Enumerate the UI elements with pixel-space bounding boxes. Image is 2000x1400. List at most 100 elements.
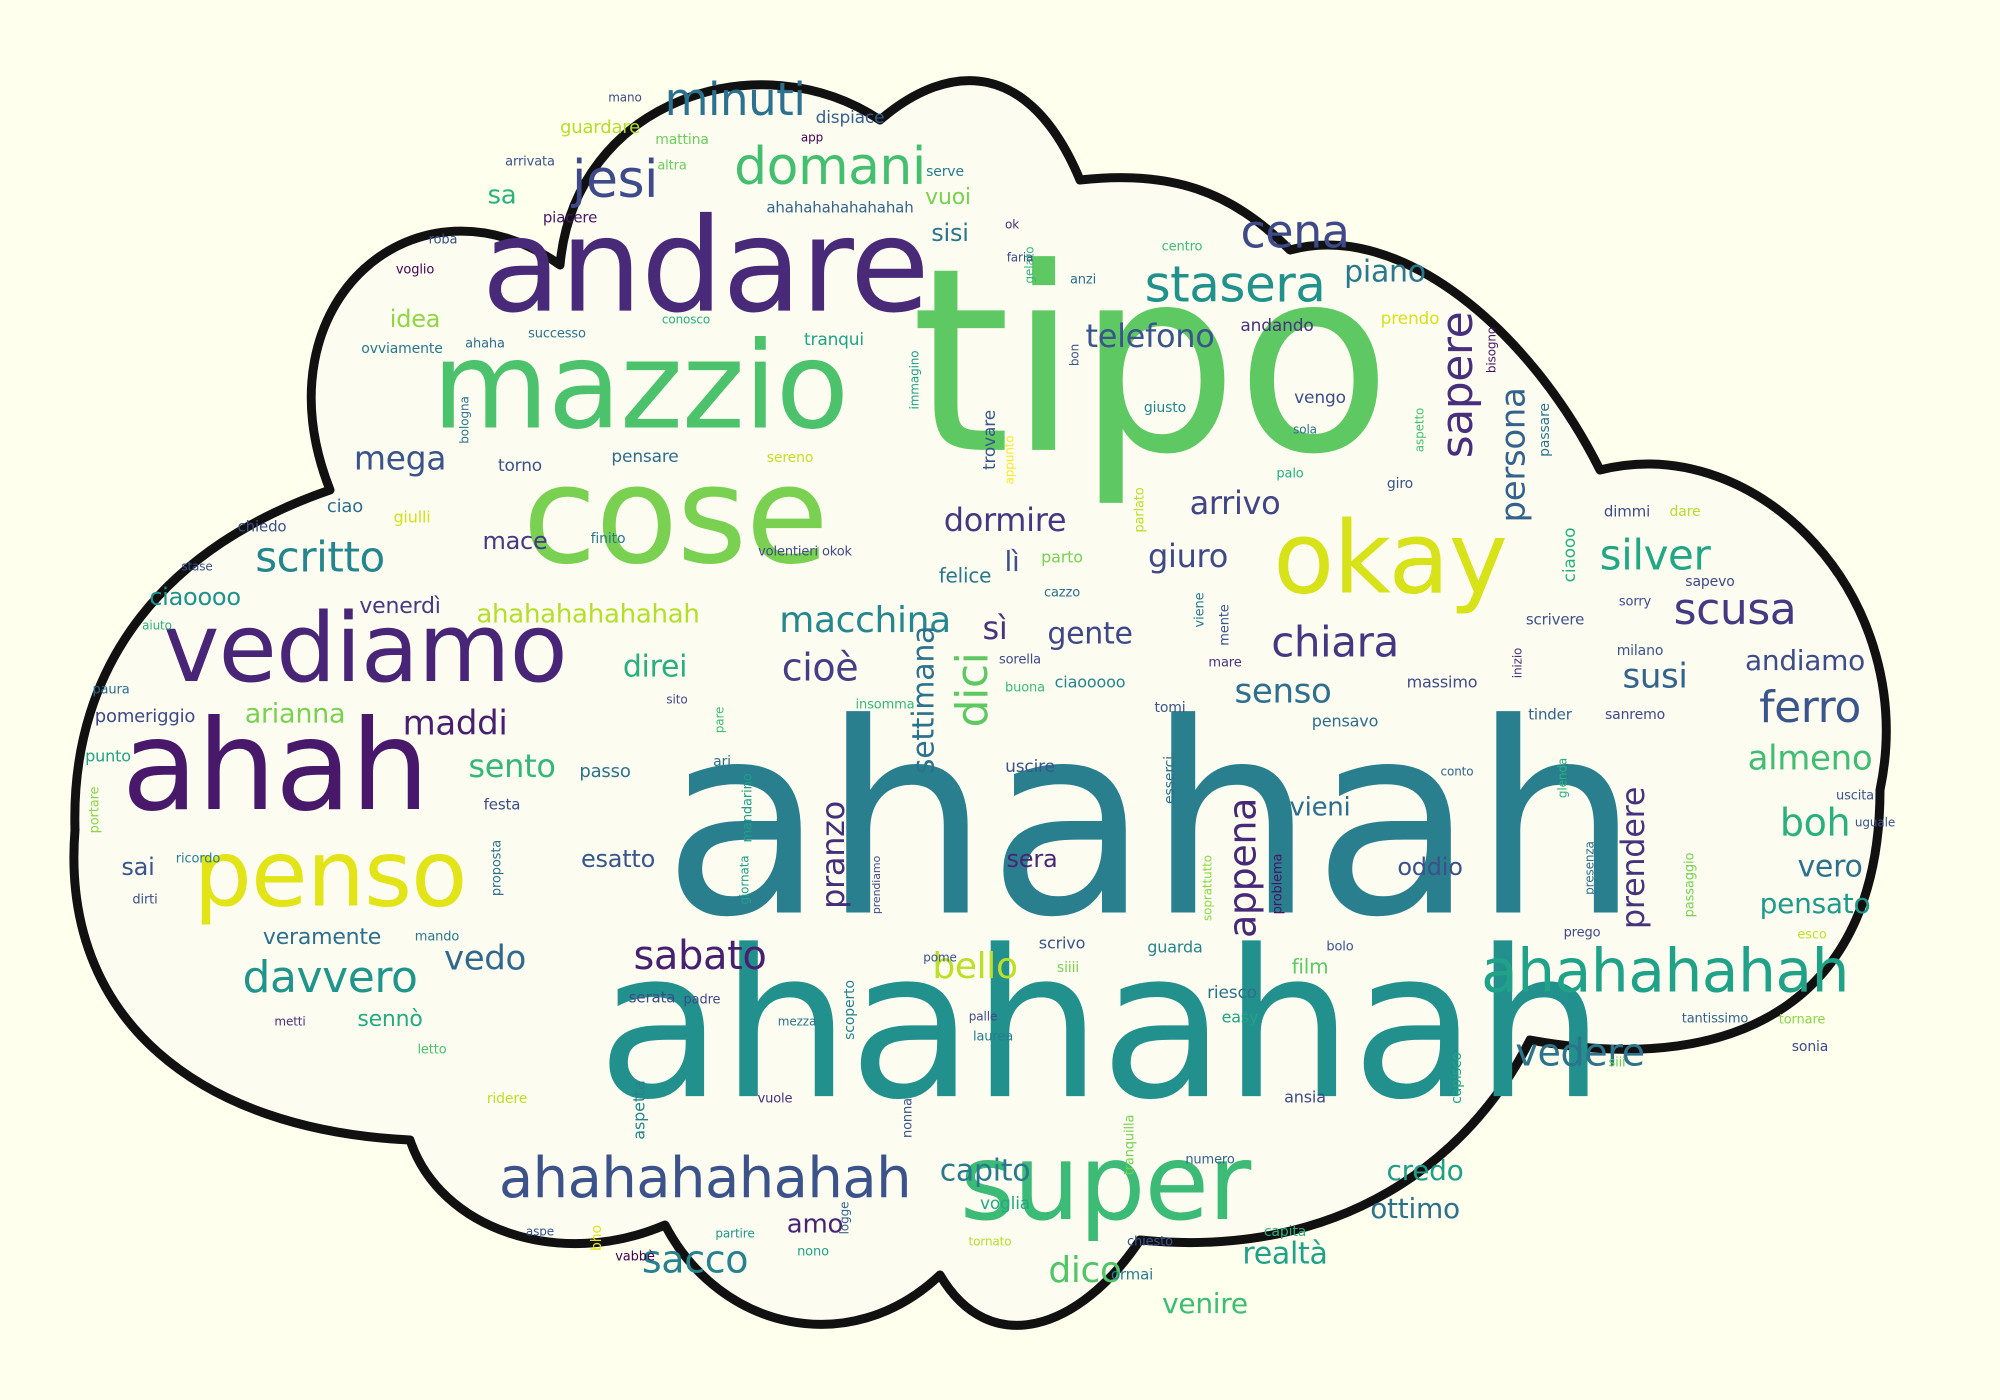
- word: nono: [797, 1245, 829, 1260]
- word: bisogno: [1485, 327, 1499, 373]
- word: vediamo: [163, 594, 567, 704]
- word: jesi: [571, 150, 658, 210]
- word: sola: [1293, 423, 1317, 437]
- word: altra: [657, 159, 686, 174]
- word: passo: [579, 761, 630, 782]
- word: mattina: [655, 132, 709, 148]
- word: mace: [482, 527, 547, 555]
- word: scoperto: [842, 980, 858, 1040]
- word: gelato: [1023, 246, 1037, 283]
- word: oddio: [1397, 853, 1462, 881]
- word: partire: [715, 1227, 754, 1241]
- word: riesco: [1207, 983, 1257, 1003]
- word: domani: [734, 137, 926, 197]
- cloud-shape: [69, 76, 1891, 1330]
- word: credo: [1386, 1154, 1463, 1187]
- word: sera: [1007, 845, 1058, 873]
- word: ciaoooo: [149, 583, 241, 611]
- word: ottimo: [1370, 1192, 1460, 1225]
- word: tinder: [1528, 706, 1573, 724]
- word: prendere: [1614, 787, 1652, 929]
- word: sonia: [1792, 1039, 1829, 1055]
- word: siii: [1608, 1056, 1625, 1071]
- word: capito: [940, 1154, 1031, 1189]
- word: viene: [1193, 592, 1208, 627]
- word: piano: [1344, 255, 1426, 290]
- word: appena: [1221, 798, 1265, 938]
- word: pensato: [1760, 887, 1871, 920]
- word: tornato: [969, 1235, 1012, 1249]
- word: sì: [983, 609, 1008, 647]
- word: film: [1292, 955, 1329, 979]
- word: lì: [1005, 545, 1020, 578]
- word: chiara: [1271, 618, 1399, 667]
- word: ciao: [327, 496, 363, 517]
- word: sabato: [633, 933, 766, 979]
- word: giro: [1387, 476, 1413, 492]
- word: uscire: [1005, 757, 1055, 777]
- word: pare: [713, 707, 727, 734]
- word: tomi: [1154, 700, 1185, 716]
- word: giornata: [738, 855, 752, 904]
- word: macchina: [779, 600, 951, 641]
- word: prendiamo: [870, 856, 883, 915]
- word: okay: [1273, 499, 1507, 616]
- word: milano: [1617, 643, 1664, 659]
- word: ok: [1005, 218, 1019, 232]
- word: torno: [498, 456, 542, 476]
- word: esatto: [581, 845, 655, 873]
- word: ahahahahah: [1481, 937, 1849, 1007]
- word: mezza: [778, 1015, 816, 1029]
- word: parlato: [1133, 487, 1148, 532]
- word: palle: [969, 1010, 997, 1024]
- word: stase: [181, 560, 212, 574]
- word: ahahahah: [597, 907, 1603, 1145]
- word: prendo: [1381, 309, 1440, 329]
- word: sapere: [1432, 312, 1483, 458]
- word: logge: [838, 1202, 852, 1235]
- word: ahaha: [465, 337, 505, 352]
- word: parto: [1041, 548, 1083, 567]
- word: vuole: [758, 1092, 793, 1107]
- word: passare: [1537, 403, 1553, 457]
- word: ahahah: [662, 667, 1637, 975]
- word: venire: [1162, 1287, 1248, 1320]
- word: maddi: [403, 704, 508, 744]
- word: mazzio: [432, 318, 848, 457]
- word: esserci: [1162, 756, 1178, 804]
- word: mano: [608, 91, 642, 105]
- words-layer: ahahah ahahahah tipo cose andare mazzio …: [85, 73, 1895, 1320]
- word: andando: [1240, 316, 1313, 336]
- word: massimo: [1407, 673, 1478, 692]
- word: scritto: [255, 533, 385, 582]
- word: paura: [92, 683, 129, 698]
- word: vieni: [1289, 793, 1350, 823]
- word: roba: [429, 233, 458, 248]
- word: dici: [947, 653, 998, 728]
- word: mandarino: [741, 773, 756, 842]
- word: dimmi: [1604, 503, 1650, 521]
- word: sorella: [999, 653, 1041, 668]
- word: sento: [468, 747, 555, 785]
- word: giusto: [1144, 400, 1186, 416]
- word: ahahahahahah: [499, 1146, 911, 1211]
- word: prego: [1564, 926, 1601, 941]
- word: stasera: [1145, 256, 1326, 314]
- word: giulli: [393, 508, 430, 527]
- word: anzi: [1070, 273, 1096, 288]
- word: andare: [481, 190, 928, 342]
- word: amo: [787, 1210, 843, 1240]
- word: sorry: [1619, 595, 1652, 610]
- word: bho: [589, 1225, 605, 1251]
- word: giuro: [1148, 537, 1228, 575]
- word: conosco: [662, 313, 710, 327]
- word: ansia: [1284, 1088, 1326, 1107]
- word: glenda: [1556, 758, 1570, 798]
- word: mare: [1208, 656, 1241, 671]
- word: vero: [1797, 850, 1862, 885]
- word: sito: [666, 693, 687, 707]
- word: aiuto: [142, 619, 172, 633]
- word: capita: [1264, 1224, 1306, 1240]
- word: susi: [1622, 657, 1687, 697]
- word: centro: [1162, 240, 1203, 255]
